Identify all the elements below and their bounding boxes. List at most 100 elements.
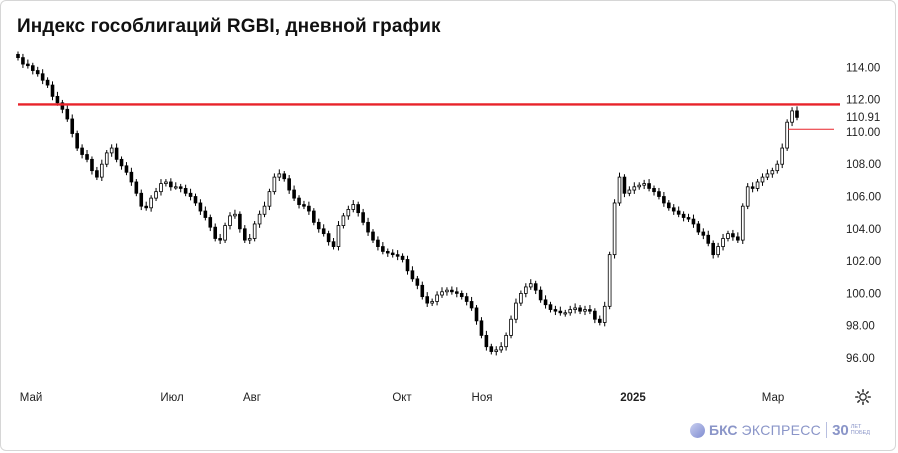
x-tick-label: Окт: [392, 392, 412, 404]
candle-body: [173, 186, 178, 189]
candle-body: [257, 213, 262, 225]
candle-body: [425, 296, 430, 304]
brand-watermark: БКС ЭКСПРЕСС 30 ЛЕТ ПОБЕД: [690, 420, 871, 440]
candle-body: [60, 102, 65, 110]
candle-body: [755, 181, 760, 189]
candle-body: [70, 118, 75, 134]
candle-body: [795, 110, 799, 118]
y-tick-label: 102.00: [846, 256, 881, 268]
candle-body: [459, 292, 464, 298]
candle-body: [203, 210, 208, 218]
candle-body: [691, 218, 696, 225]
candle-body: [676, 210, 681, 215]
candle-body: [514, 302, 518, 320]
candle-body: [627, 189, 632, 194]
candle-body: [218, 238, 222, 241]
candle-body: [667, 202, 671, 209]
candle-body: [671, 207, 676, 212]
candle-body: [85, 154, 89, 160]
candle-body: [597, 318, 602, 323]
candle-body: [80, 147, 84, 155]
x-tick-label: Мар: [762, 392, 785, 404]
candle-body: [780, 147, 785, 165]
candle-body: [420, 284, 425, 298]
gear-icon[interactable]: [855, 389, 871, 405]
candle-body: [26, 63, 30, 67]
candle-body: [134, 181, 139, 194]
candle-body: [119, 158, 124, 167]
brand-divider: [826, 422, 828, 438]
candle-body: [109, 147, 114, 154]
y-tick-label: 98.00: [846, 321, 875, 333]
candle-body: [484, 334, 489, 348]
candle-body: [538, 289, 543, 301]
candle-body: [277, 173, 282, 178]
x-tick-label: Ноя: [472, 392, 493, 404]
candle-body: [622, 176, 627, 194]
candle-body: [573, 307, 577, 310]
candle-body: [267, 191, 272, 207]
candle-body: [95, 170, 99, 178]
candle-body: [336, 225, 341, 247]
candle-body: [711, 242, 715, 256]
candle-body: [228, 215, 232, 226]
y-tick-label: 110.91: [846, 112, 880, 124]
candle-body: [509, 318, 513, 336]
candle-body: [381, 246, 385, 252]
y-tick-label: 112.00: [846, 95, 880, 107]
candle-body: [188, 192, 193, 197]
candle-body: [376, 239, 380, 247]
candle-body: [479, 320, 484, 336]
candle-body: [632, 186, 637, 191]
candle-body: [736, 236, 740, 241]
y-tick-label: 100.00: [846, 288, 881, 300]
candle-body: [410, 270, 415, 280]
candle-body: [602, 305, 607, 323]
candle-body: [104, 152, 109, 165]
candle-body: [469, 301, 474, 309]
candle-body: [701, 231, 706, 236]
y-axis: 114.00 112.00 110.91 110.00 108.00 106.00 104.…: [846, 62, 881, 365]
candle-body: [252, 223, 257, 239]
candle-body: [745, 186, 750, 207]
candle-body: [35, 70, 40, 75]
candle-body: [726, 233, 730, 239]
candle-body: [652, 188, 656, 193]
candle-body: [588, 309, 592, 312]
chart-title: Индекс гособлигаций RGBI, дневной график: [17, 16, 441, 37]
y-tick-label: 106.00: [846, 192, 881, 204]
anniversary-text: ЛЕТ ПОБЕД: [850, 424, 870, 436]
candle-body: [55, 95, 60, 104]
candle-body: [765, 173, 770, 178]
candle-body: [642, 183, 646, 186]
candle-body: [238, 213, 242, 230]
candle-body: [242, 228, 247, 241]
candle-body: [770, 170, 775, 175]
candle-body: [169, 181, 173, 188]
candle-body: [351, 204, 356, 210]
candle-body: [568, 309, 573, 314]
candle-body: [307, 205, 311, 212]
candle-body: [750, 186, 755, 189]
candle-body: [292, 189, 296, 199]
candle-body: [706, 234, 711, 244]
candle-body: [553, 309, 558, 312]
anniversary-number: 30: [832, 421, 849, 439]
candle-body: [435, 294, 439, 302]
candle-body: [178, 186, 183, 189]
candle-body: [154, 191, 158, 199]
candle-body: [445, 289, 449, 293]
candle-body: [716, 246, 720, 256]
candle-body: [662, 196, 666, 204]
candle-body: [499, 346, 503, 351]
candle-body: [247, 238, 252, 241]
bks-logo-icon: [690, 422, 705, 438]
candle-body: [790, 110, 794, 123]
candle-body: [65, 108, 70, 120]
x-tick-label: Авг: [243, 392, 261, 404]
candle-body: [114, 147, 119, 160]
candle-body: [785, 121, 789, 149]
candle-body: [164, 181, 168, 184]
candle-body: [282, 173, 287, 180]
